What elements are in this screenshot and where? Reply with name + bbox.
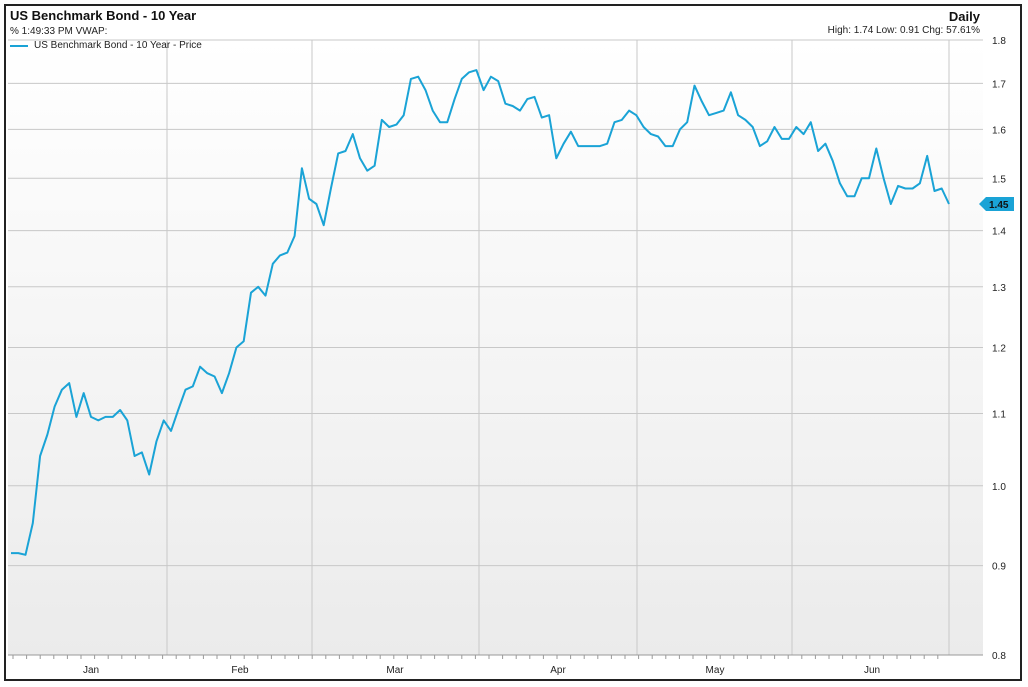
chart-title: US Benchmark Bond - 10 Year xyxy=(10,8,197,23)
vwap-label: % 1:49:33 PM VWAP: xyxy=(10,26,108,37)
y-tick-label: 1.1 xyxy=(992,409,1006,420)
y-tick-label: 1.8 xyxy=(992,36,1006,47)
y-tick-label: 1.3 xyxy=(992,283,1006,294)
x-tick-label: Feb xyxy=(231,665,249,676)
series-line xyxy=(11,69,950,556)
x-tick-label: Jun xyxy=(864,665,880,676)
y-axis: 0.8 0.9 1.0 1.1 1.2 1.3 1.4 1.5 1.6 1.7 1.8 xyxy=(992,36,1006,662)
grid-lines xyxy=(8,39,983,656)
y-tick-label: 0.9 xyxy=(992,562,1006,573)
y-tick-label: 1.7 xyxy=(992,79,1006,90)
y-tick-label: 1.2 xyxy=(992,344,1006,355)
x-axis: Jan Feb Mar Apr May Jun xyxy=(8,654,983,676)
last-value-label: 1.45 xyxy=(989,200,1009,211)
y-tick-label: 1.0 xyxy=(992,482,1006,493)
x-tick-label: Apr xyxy=(550,665,566,676)
y-tick-label: 1.4 xyxy=(992,227,1006,238)
legend-swatch xyxy=(10,44,28,47)
y-tick-label: 1.6 xyxy=(992,125,1006,136)
legend: US Benchmark Bond - 10 Year - Price xyxy=(10,40,202,51)
x-tick-label: Jan xyxy=(83,665,99,676)
x-tick-label: Mar xyxy=(386,665,404,676)
x-tick-label: May xyxy=(706,665,725,676)
frequency-label: Daily xyxy=(948,9,980,24)
y-tick-label: 1.5 xyxy=(992,174,1006,185)
last-value-tag xyxy=(979,196,1014,211)
stats-summary: High: 1.74 Low: 0.91 Chg: 57.61% xyxy=(827,25,980,36)
legend-label: US Benchmark Bond - 10 Year - Price xyxy=(34,40,202,51)
last-value-marker: 1.45 xyxy=(979,196,1014,211)
y-tick-label: 0.8 xyxy=(992,651,1006,662)
